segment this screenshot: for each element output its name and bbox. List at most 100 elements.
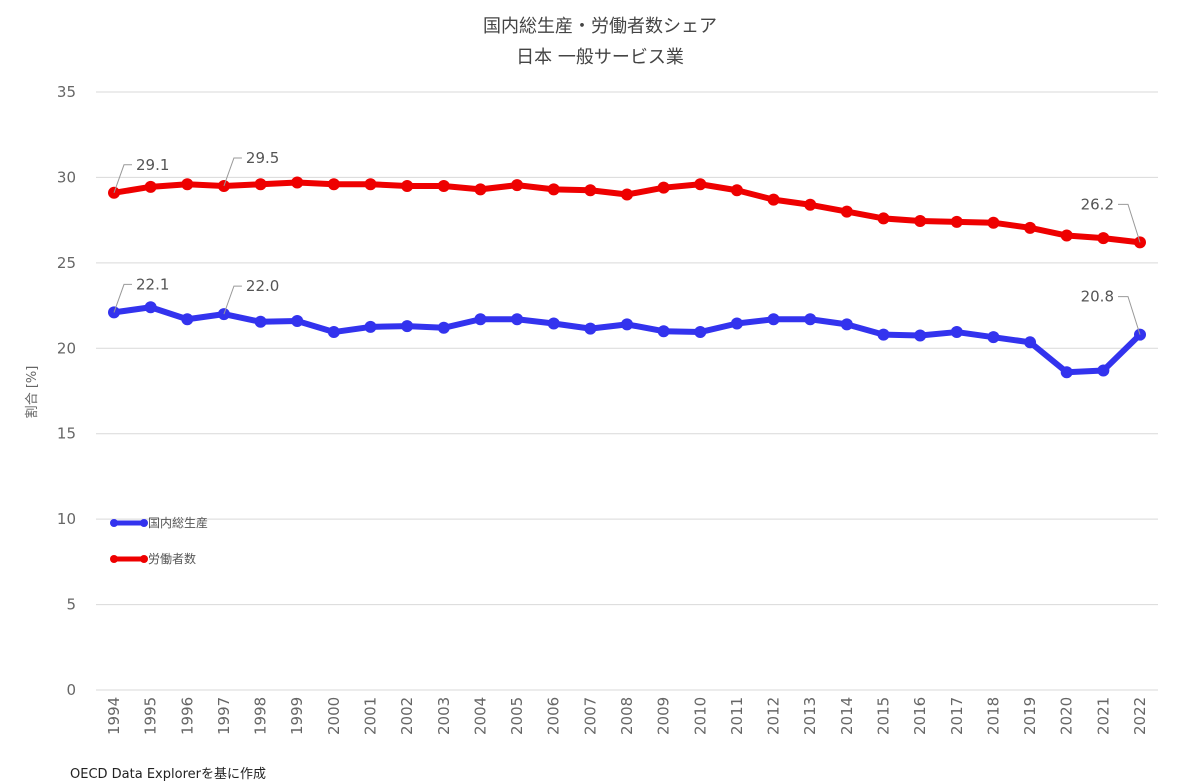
x-tick-label: 2016: [911, 697, 929, 735]
data-point: [950, 326, 963, 339]
data-point: [144, 301, 157, 314]
data-label: 29.1: [136, 156, 169, 174]
data-point: [474, 313, 487, 326]
x-tick-label: 2009: [655, 697, 673, 735]
data-point: [804, 313, 817, 326]
data-point: [694, 326, 707, 339]
y-tick-label: 15: [57, 425, 76, 443]
x-tick-label: 2018: [984, 697, 1002, 735]
annotation-leader: [1118, 296, 1141, 335]
annotation-leader: [1118, 203, 1141, 243]
data-point: [511, 179, 524, 192]
data-point: [1024, 221, 1037, 234]
data-point: [584, 322, 597, 335]
annotation-leader: [113, 283, 132, 313]
y-tick-label: 0: [66, 681, 76, 699]
data-point: [401, 320, 414, 333]
x-tick-label: 1996: [178, 697, 196, 735]
data-point: [1097, 232, 1110, 245]
legend-marker: [140, 519, 148, 527]
legend-marker: [110, 555, 118, 563]
x-tick-label: 2001: [362, 697, 380, 735]
data-point: [730, 184, 743, 197]
data-point: [547, 183, 560, 196]
data-point: [1060, 229, 1073, 242]
data-point: [401, 179, 414, 192]
data-point: [364, 320, 377, 333]
x-tick-label: 2004: [471, 697, 489, 735]
data-point: [437, 321, 450, 334]
data-point: [437, 179, 450, 192]
data-point: [657, 325, 670, 338]
data-point: [1097, 364, 1110, 377]
legend-marker: [140, 555, 148, 563]
x-tick-label: 1994: [105, 697, 123, 735]
x-tick-label: 2014: [838, 697, 856, 735]
data-point: [730, 317, 743, 330]
y-tick-label: 25: [57, 254, 76, 272]
data-point: [254, 178, 267, 191]
annotation-leader: [223, 285, 242, 315]
y-tick-label: 30: [57, 168, 76, 186]
data-point: [584, 184, 597, 197]
data-label: 22.0: [246, 277, 279, 295]
x-tick-label: 2017: [948, 697, 966, 735]
x-tick-label: 2015: [875, 697, 893, 735]
data-label: 20.8: [1081, 288, 1114, 306]
x-tick-label: 2019: [1021, 697, 1039, 735]
y-tick-label: 20: [57, 339, 76, 357]
data-point: [877, 212, 890, 225]
data-point: [511, 313, 524, 326]
data-point: [694, 178, 707, 191]
data-point: [364, 178, 377, 191]
x-tick-label: 1995: [142, 697, 160, 735]
data-label: 29.5: [246, 149, 279, 167]
legend-label: 労働者数: [148, 551, 196, 566]
data-point: [657, 181, 670, 194]
x-tick-label: 1998: [252, 697, 270, 735]
x-tick-label: 2013: [801, 697, 819, 735]
x-tick-label: 2021: [1094, 697, 1112, 735]
source-note: OECD Data Explorerを基に作成: [70, 767, 266, 782]
data-point: [840, 205, 853, 218]
y-tick-label: 5: [66, 596, 76, 614]
annotation-leader: [113, 164, 132, 193]
y-tick-label: 10: [57, 510, 76, 528]
x-tick-label: 2005: [508, 697, 526, 735]
legend-label: 国内総生産: [148, 515, 208, 530]
x-tick-label: 2003: [435, 697, 453, 735]
x-tick-label: 2000: [325, 697, 343, 735]
data-point: [767, 313, 780, 326]
data-point: [840, 318, 853, 331]
series-line-0: [113, 304, 1143, 376]
data-point: [987, 216, 1000, 229]
data-point: [877, 328, 890, 341]
data-label: 22.1: [136, 275, 169, 293]
data-point: [291, 176, 304, 189]
data-point: [144, 180, 157, 193]
data-point: [1060, 366, 1073, 379]
data-label: 26.2: [1081, 195, 1114, 213]
chart-title: 国内総生産・労働者数シェア: [483, 16, 717, 37]
data-point: [291, 314, 304, 327]
x-tick-label: 1997: [215, 697, 233, 735]
data-point: [621, 318, 633, 331]
x-tick-label: 2022: [1131, 697, 1149, 735]
x-tick-label: 2002: [398, 697, 416, 735]
x-tick-label: 2006: [545, 697, 563, 735]
y-axis-label: 割合 [%]: [24, 366, 40, 419]
data-point: [914, 329, 927, 342]
x-tick-label: 2020: [1058, 697, 1076, 735]
data-point: [474, 183, 487, 196]
chart-subtitle: 日本 一般サービス業: [516, 47, 684, 68]
data-point: [621, 188, 633, 201]
x-tick-label: 2011: [728, 697, 746, 735]
data-point: [767, 193, 780, 206]
data-point: [254, 315, 267, 328]
x-tick-label: 2010: [691, 697, 709, 735]
x-tick-label: 1999: [288, 697, 306, 735]
x-tick-label: 2007: [581, 697, 599, 735]
data-point: [327, 178, 340, 191]
data-point: [327, 326, 340, 339]
